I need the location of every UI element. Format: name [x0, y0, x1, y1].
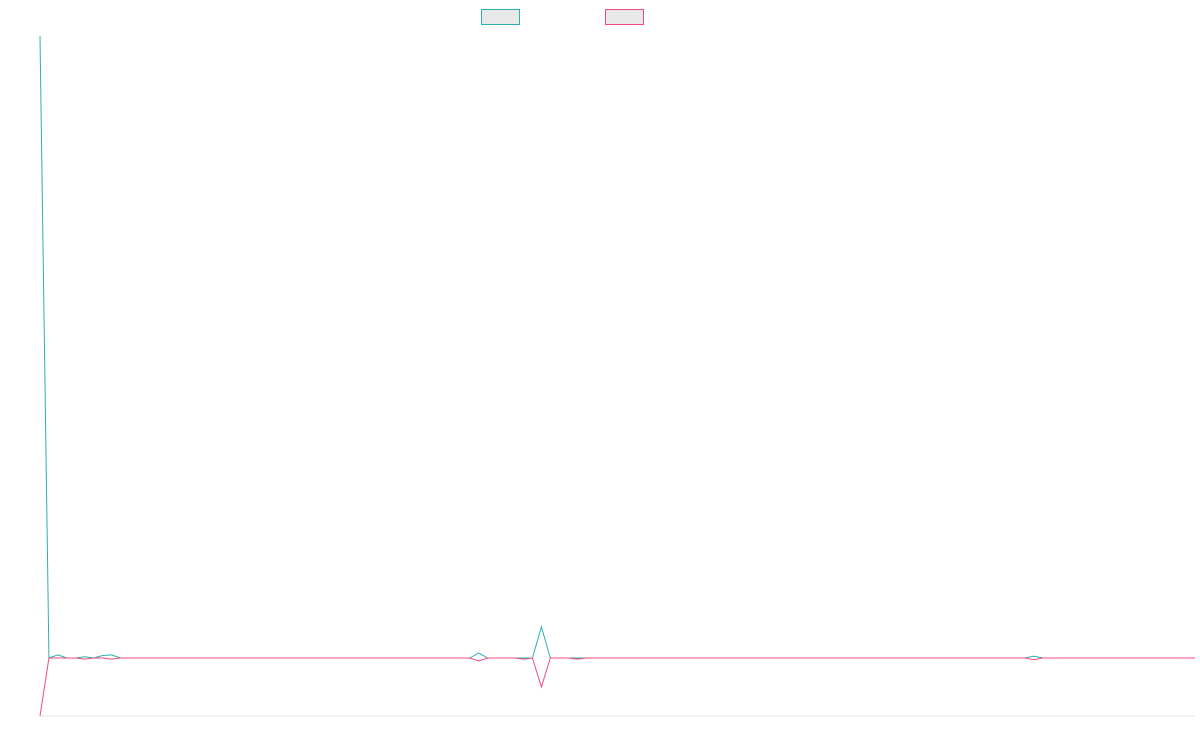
legend-swatch-series-2[interactable]: [605, 9, 644, 25]
legend-swatch-series-1[interactable]: [481, 9, 520, 25]
series-line-2: [39, 657, 1195, 717]
series-line-1: [39, 35, 1195, 659]
